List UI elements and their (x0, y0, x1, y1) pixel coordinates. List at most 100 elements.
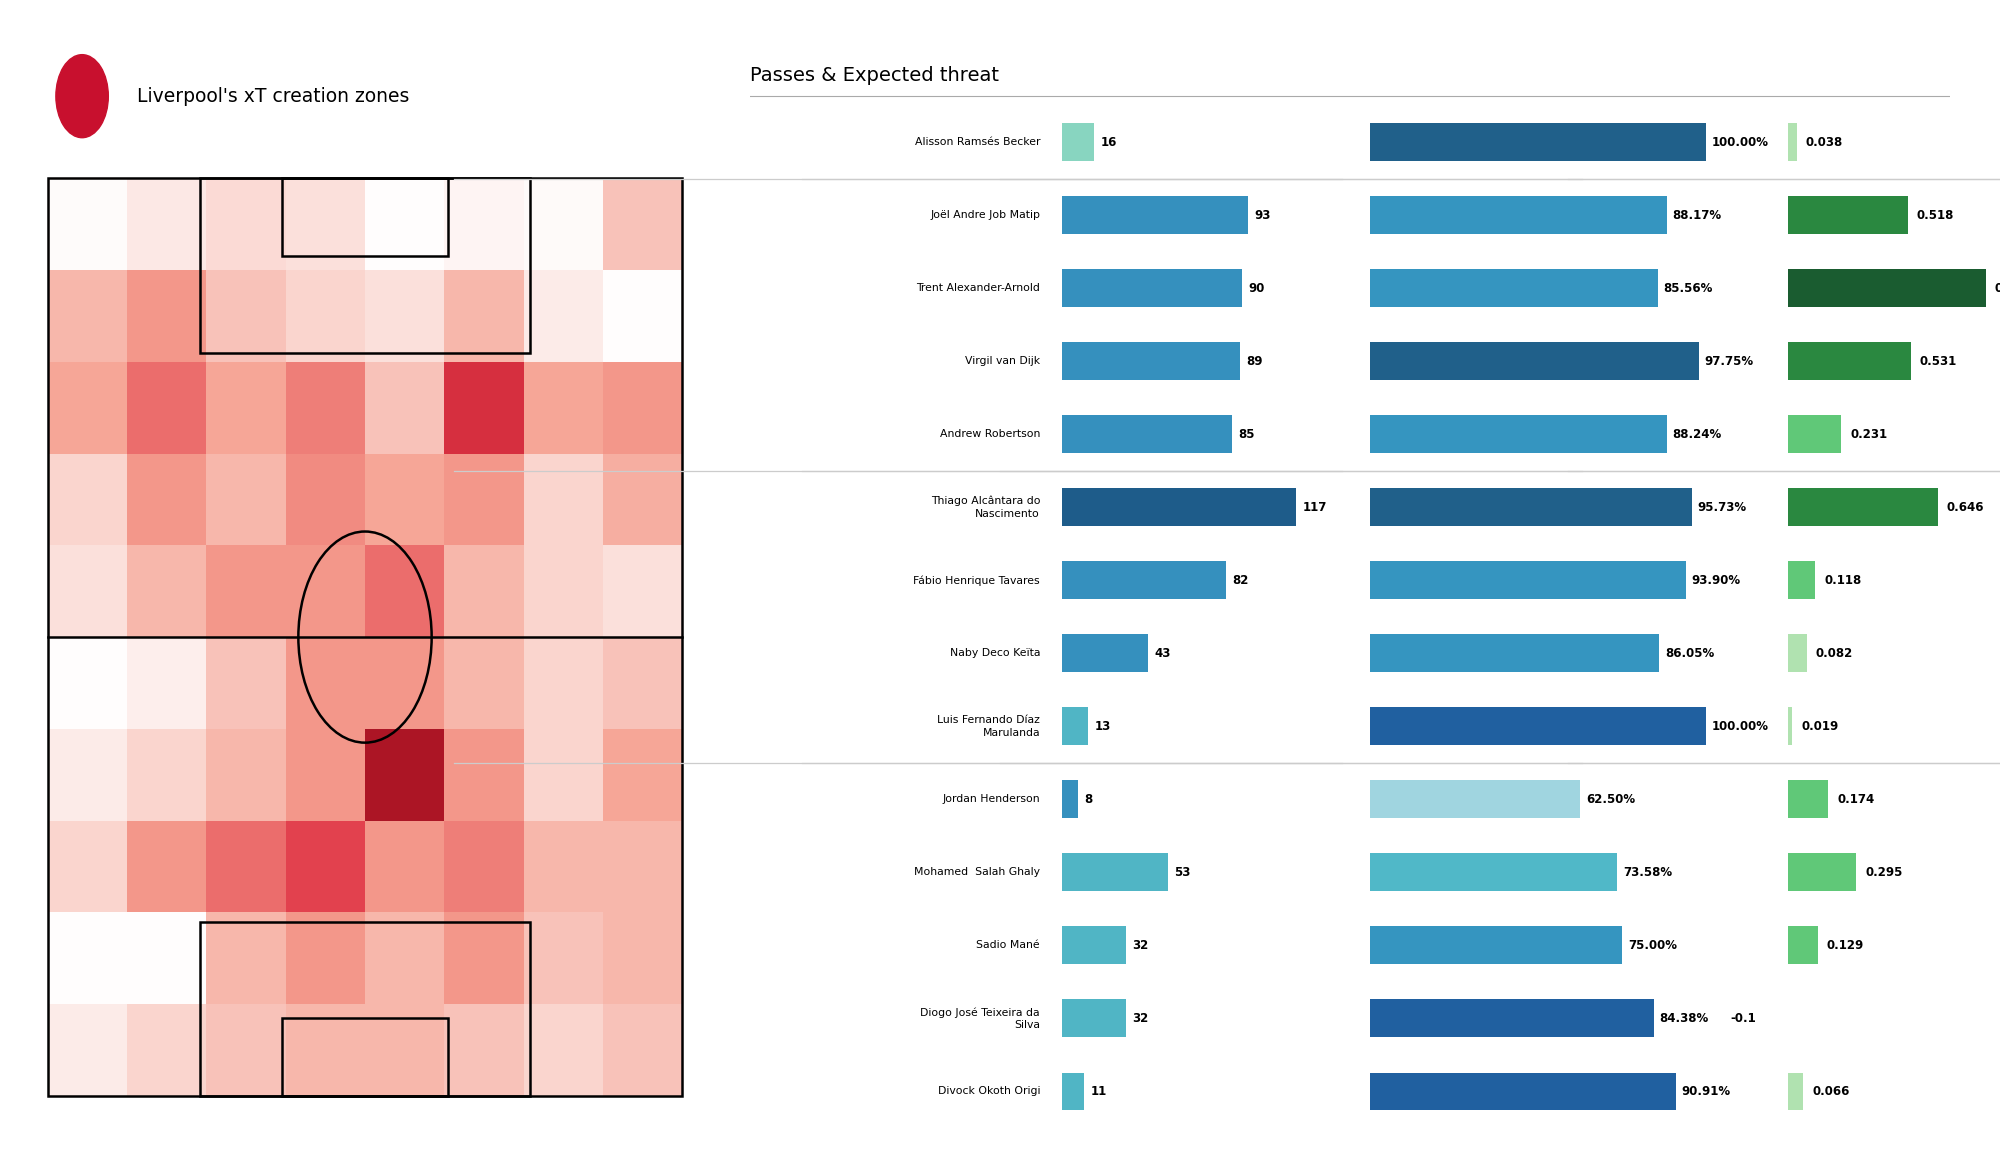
Bar (206, 545, 286, 637)
Bar (524, 270, 604, 362)
Bar (1370, 269, 1658, 308)
Bar (604, 545, 682, 637)
Bar (48, 179, 126, 270)
Text: 13: 13 (1094, 720, 1110, 733)
Bar (48, 913, 126, 1005)
Text: 85.56%: 85.56% (1664, 282, 1712, 295)
Bar (364, 179, 444, 270)
Bar (1062, 269, 1242, 308)
Text: 97.75%: 97.75% (1704, 355, 1754, 368)
Text: Andrew Robertson: Andrew Robertson (940, 429, 1040, 439)
Bar (48, 637, 126, 728)
Bar (1062, 196, 1248, 234)
Text: 53: 53 (1174, 866, 1190, 879)
Bar (286, 454, 364, 545)
Text: Naby Deco Keïta: Naby Deco Keïta (950, 649, 1040, 658)
Bar (1062, 707, 1088, 745)
Bar (1370, 926, 1622, 965)
Bar (444, 728, 524, 820)
Text: 0.066: 0.066 (1812, 1085, 1850, 1097)
Bar (444, 820, 524, 913)
Bar (1370, 123, 1706, 161)
Bar (604, 637, 682, 728)
Bar (1062, 853, 1168, 892)
Text: Passes & Expected threat: Passes & Expected threat (750, 66, 1000, 85)
Bar (126, 913, 206, 1005)
Bar (364, 1005, 444, 1096)
Bar (444, 545, 524, 637)
Bar (1788, 415, 1842, 454)
Bar (286, 362, 364, 454)
Bar (126, 728, 206, 820)
Bar (126, 270, 206, 362)
Bar (1370, 780, 1580, 819)
Bar (48, 545, 126, 637)
Bar (1062, 415, 1232, 454)
Text: 0.082: 0.082 (1816, 647, 1854, 660)
Bar (604, 270, 682, 362)
Bar (604, 728, 682, 820)
Bar (126, 454, 206, 545)
Text: 84.38%: 84.38% (1660, 1012, 1708, 1025)
Bar (126, 362, 206, 454)
Text: 93.90%: 93.90% (1692, 573, 1740, 586)
Bar (1370, 853, 1618, 892)
Bar (444, 913, 524, 1005)
Text: Jordan Henderson: Jordan Henderson (942, 794, 1040, 805)
Bar (1788, 489, 1938, 526)
Text: 0.853: 0.853 (1994, 282, 2000, 295)
Bar (48, 179, 682, 1096)
Bar (286, 637, 364, 728)
Bar (1788, 634, 1806, 672)
Bar (1370, 415, 1666, 454)
Text: Diogo José Teixeira da
Silva: Diogo José Teixeira da Silva (920, 1007, 1040, 1030)
Text: 0.531: 0.531 (1920, 355, 1958, 368)
Bar (206, 637, 286, 728)
Bar (1370, 196, 1666, 234)
Text: 0.174: 0.174 (1838, 793, 1874, 806)
Text: Joël Andre Job Matip: Joël Andre Job Matip (930, 210, 1040, 220)
Bar (206, 820, 286, 913)
Text: 8: 8 (1084, 793, 1092, 806)
Bar (1788, 707, 1792, 745)
Text: Alisson Ramsés Becker: Alisson Ramsés Becker (914, 137, 1040, 147)
Bar (1788, 342, 1910, 381)
Bar (206, 454, 286, 545)
Bar (604, 1005, 682, 1096)
Bar (206, 913, 286, 1005)
Bar (1062, 123, 1094, 161)
Bar (444, 454, 524, 545)
Text: 11: 11 (1090, 1085, 1106, 1097)
Bar (1788, 123, 1796, 161)
Text: 0.038: 0.038 (1806, 136, 1842, 149)
Text: 90.91%: 90.91% (1682, 1085, 1730, 1097)
Text: 85: 85 (1238, 428, 1256, 441)
Bar (604, 454, 682, 545)
Bar (286, 179, 364, 270)
Text: 0.019: 0.019 (1802, 720, 1838, 733)
Bar (200, 179, 530, 352)
Bar (1062, 634, 1148, 672)
Text: 0.518: 0.518 (1916, 209, 1954, 222)
Bar (604, 179, 682, 270)
Bar (444, 1005, 524, 1096)
Bar (1370, 634, 1660, 672)
Bar (524, 454, 604, 545)
Bar (286, 820, 364, 913)
Text: Fábio Henrique Tavares: Fábio Henrique Tavares (914, 575, 1040, 585)
Bar (1788, 780, 1828, 819)
Text: 62.50%: 62.50% (1586, 793, 1634, 806)
Bar (364, 545, 444, 637)
Bar (126, 1005, 206, 1096)
Bar (206, 179, 286, 270)
Text: Thiago Alcântara do
Nascimento: Thiago Alcântara do Nascimento (930, 496, 1040, 519)
Text: Trent Alexander-Arnold: Trent Alexander-Arnold (916, 283, 1040, 294)
Bar (604, 913, 682, 1005)
Bar (286, 913, 364, 1005)
Text: 93: 93 (1254, 209, 1270, 222)
Text: Divock Okoth Origi: Divock Okoth Origi (938, 1087, 1040, 1096)
Bar (1788, 926, 1818, 965)
Text: 0.118: 0.118 (1824, 573, 1862, 586)
Bar (1370, 1073, 1676, 1110)
Text: 100.00%: 100.00% (1712, 720, 1768, 733)
